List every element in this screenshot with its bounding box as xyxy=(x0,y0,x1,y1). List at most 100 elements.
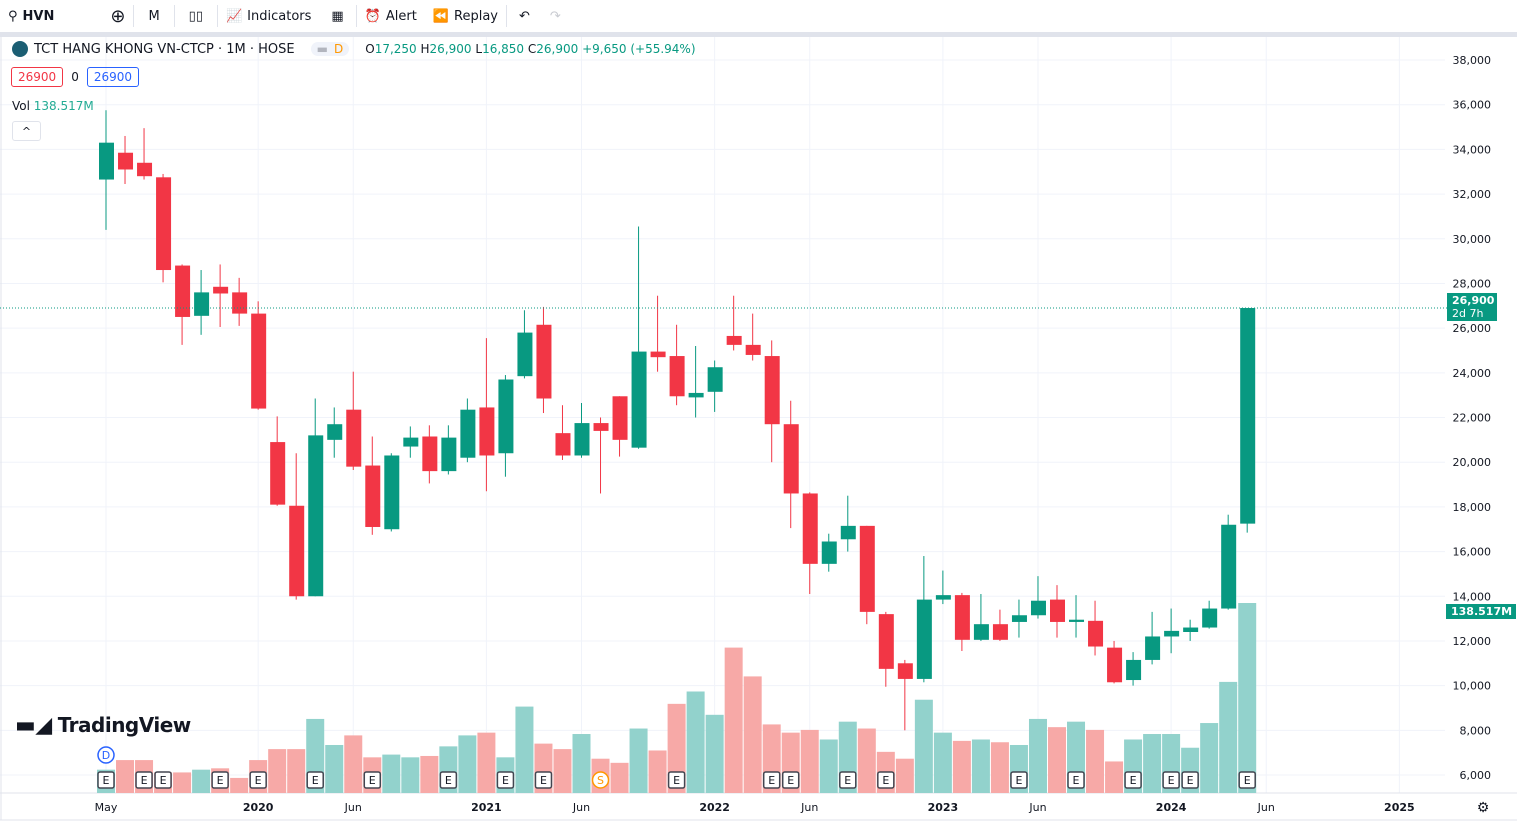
time-tick-label: 2023 xyxy=(928,801,959,814)
candle xyxy=(1145,611,1161,665)
alert-button[interactable]: ⏰ Alert xyxy=(364,8,417,24)
volume-bar xyxy=(971,739,990,793)
candle xyxy=(175,264,191,345)
event-label: E xyxy=(540,774,547,787)
price-tick-label: 22,000 xyxy=(1453,412,1492,425)
market-status-badge[interactable]: ▬ D xyxy=(310,42,350,56)
candle xyxy=(327,407,343,458)
time-tick-label: Jun xyxy=(800,801,818,814)
event-label: E xyxy=(1244,774,1251,787)
candle xyxy=(118,135,134,185)
layouts-button[interactable]: ▦ xyxy=(319,0,355,32)
volume-bar xyxy=(1086,729,1105,793)
divider xyxy=(133,5,135,27)
interval-button[interactable]: M xyxy=(148,8,160,24)
earnings-box xyxy=(249,771,267,789)
candle xyxy=(1126,652,1142,686)
top-toolbar: ⚲ HVN ⊕ M ▯▯ 📈 Indicators ▦ ⏰ Alert ⏪ Replay… xyxy=(0,0,1517,32)
replay-button[interactable]: ⏪ Replay xyxy=(432,8,499,24)
symbol-logo xyxy=(12,41,28,57)
undo-button[interactable]: ↶ xyxy=(507,0,542,32)
chart-type-button[interactable]: ▯▯ xyxy=(175,0,217,32)
earnings-marker: E xyxy=(877,771,895,789)
candle-body xyxy=(726,335,742,345)
dividend-label: D xyxy=(102,749,110,762)
divider xyxy=(216,5,218,27)
redo-button[interactable]: ↷ xyxy=(542,0,569,32)
symbol-title[interactable]: TCT HANG KHONG VN-CTCP · 1M · HOSE xyxy=(34,41,295,57)
earnings-marker: E xyxy=(839,771,857,789)
time-tick-label: 2020 xyxy=(243,801,274,814)
price-tick-label: 28,000 xyxy=(1453,277,1492,290)
search-icon: ⚲ xyxy=(8,8,18,24)
candle xyxy=(1050,585,1065,638)
candle-body xyxy=(783,424,799,494)
candle-body xyxy=(1202,608,1218,628)
volume-bar xyxy=(344,735,363,793)
event-label: E xyxy=(882,774,889,787)
event-label: E xyxy=(217,774,224,787)
price-tick-label: 34,000 xyxy=(1453,143,1492,156)
candle-body xyxy=(935,595,951,600)
candle-body xyxy=(1240,308,1256,524)
candle-body xyxy=(650,351,666,358)
time-tick-label: 2024 xyxy=(1156,801,1187,814)
earnings-box xyxy=(306,771,324,789)
symbol-search-button[interactable]: ⚲ HVN xyxy=(8,8,55,24)
event-label: S xyxy=(597,774,604,787)
earnings-box xyxy=(1181,771,1199,789)
volume-bar xyxy=(1028,718,1047,793)
candle xyxy=(802,492,818,595)
earnings-box xyxy=(877,771,895,789)
earnings-marker: E xyxy=(1238,771,1256,789)
event-label: E xyxy=(1168,774,1175,787)
settings-gear-icon[interactable]: ⚙ xyxy=(1477,800,1490,816)
candle xyxy=(1202,600,1218,629)
compare-button[interactable]: ⊕ xyxy=(102,0,133,32)
candle-body xyxy=(365,465,381,527)
candle-body xyxy=(251,313,267,409)
buy-button[interactable]: 26900 xyxy=(86,67,140,87)
time-tick-label: 2022 xyxy=(699,801,730,814)
undo-icon: ↶ xyxy=(519,8,530,24)
earnings-marker: E xyxy=(1010,771,1028,789)
candle-body xyxy=(821,541,837,564)
candle xyxy=(992,609,1008,641)
price-tick-label: 10,000 xyxy=(1453,680,1492,693)
candle-body xyxy=(422,436,438,472)
candle xyxy=(403,426,419,458)
candle xyxy=(536,306,552,414)
candle-body xyxy=(232,292,248,314)
collapse-legend-button[interactable]: ^ xyxy=(12,121,41,141)
volume-bar xyxy=(458,735,477,793)
candle-body xyxy=(555,433,571,456)
candle xyxy=(422,425,438,484)
split-circle xyxy=(591,771,610,789)
volume-bar xyxy=(572,734,591,793)
candle xyxy=(954,592,970,651)
price-tick-label: 20,000 xyxy=(1453,456,1492,469)
candle xyxy=(308,398,324,597)
candle xyxy=(346,371,362,471)
candle xyxy=(935,570,951,605)
chevron-up-icon: ^ xyxy=(21,124,32,138)
candle xyxy=(1183,619,1199,641)
candle xyxy=(1240,308,1256,533)
candle xyxy=(156,173,172,283)
candle xyxy=(593,417,609,494)
rewind-icon: ⏪ xyxy=(432,8,450,24)
sell-button[interactable]: 26900 xyxy=(11,67,64,87)
divider xyxy=(506,5,508,27)
volume-bar xyxy=(401,757,420,793)
indicators-button[interactable]: 📈 Indicators xyxy=(225,8,312,24)
earnings-box xyxy=(762,771,781,789)
time-tick-label: Jun xyxy=(1257,801,1275,814)
tradingview-logo[interactable]: ▬◢ TradingView xyxy=(15,712,191,738)
candle-body xyxy=(289,505,305,597)
price-tick-label: 18,000 xyxy=(1453,501,1492,514)
candle xyxy=(840,495,856,552)
candle xyxy=(612,396,628,457)
price-tick-label: 14,000 xyxy=(1453,590,1492,603)
candle xyxy=(270,416,286,506)
